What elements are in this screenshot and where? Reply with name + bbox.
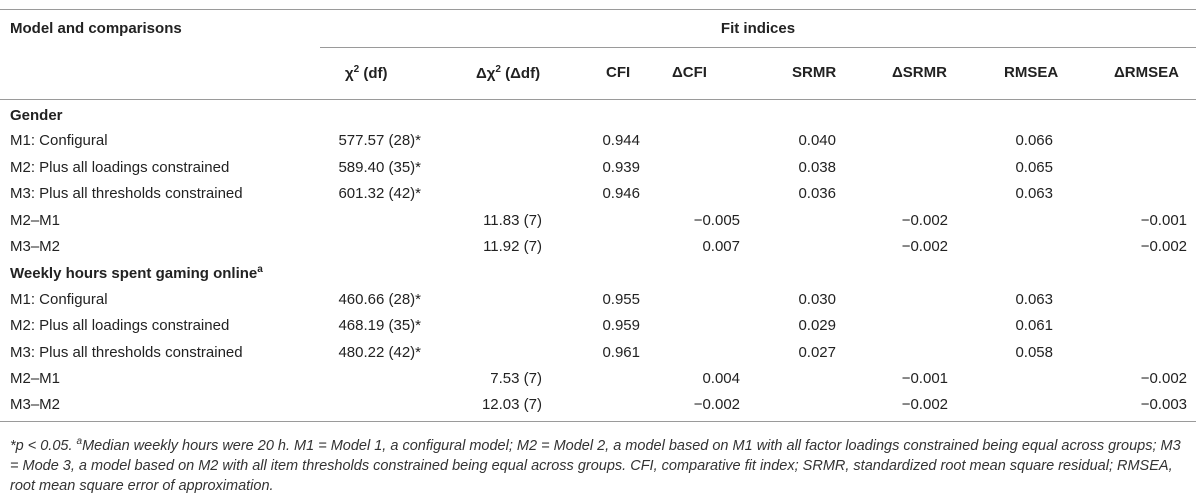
table-bottom-rule <box>0 421 1196 422</box>
table-row: M2–M1 11.83 (7) −0.005 −0.002 −0.001 <box>0 208 1200 234</box>
cell-chi: 577.57 (28)* <box>338 132 421 150</box>
col-header-dsrmr: ΔSRMR <box>892 64 947 81</box>
col-header-srmr: SRMR <box>792 64 837 81</box>
cell-cfi: 0.946 <box>602 185 640 203</box>
cell-srmr: 0.036 <box>798 185 836 203</box>
cell-chi: 480.22 (42)* <box>338 343 421 361</box>
row-label: M3: Plus all thresholds constrained <box>10 185 243 203</box>
cell-dsrmr: −0.002 <box>901 211 948 229</box>
row-label: M3: Plus all thresholds constrained <box>10 343 243 361</box>
row-label: M3–M2 <box>10 396 61 414</box>
table-row: M3: Plus all thresholds constrained 480.2… <box>0 340 1200 366</box>
table-row: M2: Plus all loadings constrained 589.40 … <box>0 155 1200 181</box>
fit-indices-header: Fit indices <box>720 20 796 37</box>
cell-srmr: 0.040 <box>798 132 836 150</box>
model-comparisons-header: Model and comparisons <box>10 20 182 37</box>
cell-drmsea: −0.002 <box>1140 370 1187 387</box>
section-header-row: Gender <box>0 102 1200 128</box>
table-row: M3: Plus all thresholds constrained 601.3… <box>0 181 1200 207</box>
cell-srmr: 0.038 <box>798 158 836 176</box>
cell-dsrmr: −0.001 <box>901 370 948 387</box>
cell-dsrmr: −0.002 <box>901 238 948 255</box>
cell-cfi: 0.944 <box>602 132 640 150</box>
row-label: M2–M1 <box>10 211 61 229</box>
cell-dchi: 7.53 (7) <box>490 370 542 387</box>
cell-srmr: 0.029 <box>798 317 836 335</box>
col-header-chi: χ2 (df) <box>345 64 388 82</box>
table-row: M2: Plus all loadings constrained 468.19 … <box>0 313 1200 339</box>
table-row: M1: Configural 577.57 (28)* 0.944 0.040 0.06… <box>0 128 1200 154</box>
footnote-significance: *p < 0.05. <box>10 437 77 454</box>
section-title-sup: a <box>257 264 263 276</box>
cell-chi: 601.32 (42)* <box>338 185 421 203</box>
cell-drmsea: −0.001 <box>1140 211 1187 229</box>
cell-rmsea: 0.065 <box>1015 158 1053 176</box>
cell-rmsea: 0.061 <box>1015 317 1053 335</box>
footnote-text: Median weekly hours were 20 h. M1 = Mode… <box>10 437 1181 494</box>
cell-rmsea: 0.063 <box>1015 290 1053 308</box>
section-title: Gender <box>10 106 63 124</box>
section-header-row: Weekly hours spent gaming onlinea <box>0 260 1200 286</box>
footnote-marker: a <box>76 436 83 447</box>
col-header-drmsea: ΔRMSEA <box>1114 64 1179 81</box>
cell-rmsea: 0.066 <box>1015 132 1053 150</box>
col-header-dcfi: ΔCFI <box>672 64 707 81</box>
table-row: M3–M2 12.03 (7) −0.002 −0.002 −0.003 <box>0 392 1200 418</box>
col-header-rmsea: RMSEA <box>1004 64 1059 81</box>
table-footnote: *p < 0.05. aMedian weekly hours were 20 … <box>10 432 1190 496</box>
section-title-text: Weekly hours spent gaming online <box>10 265 258 283</box>
cell-srmr: 0.030 <box>798 290 836 308</box>
cell-cfi: 0.939 <box>602 158 640 176</box>
cell-chi: 589.40 (35)* <box>338 158 421 176</box>
cell-dchi: 11.83 (7) <box>483 211 542 229</box>
cell-dcfi: −0.005 <box>693 211 740 229</box>
cell-dcfi: 0.007 <box>702 238 740 255</box>
cell-chi: 460.66 (28)* <box>338 290 421 308</box>
cell-dcfi: −0.002 <box>693 396 740 414</box>
row-label: M2–M1 <box>10 370 61 387</box>
cell-dchi: 12.03 (7) <box>481 396 542 414</box>
cell-dsrmr: −0.002 <box>901 396 948 414</box>
header-bottom-rule <box>0 99 1196 100</box>
cell-drmsea: −0.003 <box>1140 396 1187 414</box>
row-label: M1: Configural <box>10 290 108 308</box>
cell-drmsea: −0.002 <box>1140 238 1187 255</box>
col-header-dchi: Δχ2 (Δdf) <box>476 64 541 82</box>
cell-dchi: 11.92 (7) <box>483 238 542 255</box>
table-row: M3–M2 11.92 (7) 0.007 −0.002 −0.002 <box>0 234 1200 260</box>
table-row: M1: Configural 460.66 (28)* 0.955 0.030 0.06… <box>0 287 1200 313</box>
cell-rmsea: 0.058 <box>1015 343 1053 361</box>
cell-cfi: 0.955 <box>602 290 640 308</box>
row-label: M2: Plus all loadings constrained <box>10 158 230 176</box>
row-label: M1: Configural <box>10 132 108 150</box>
table-top-rule <box>0 9 1196 10</box>
cell-srmr: 0.027 <box>798 343 836 361</box>
section-title-text: Gender <box>10 107 63 124</box>
cell-cfi: 0.959 <box>602 317 640 335</box>
cell-rmsea: 0.063 <box>1015 185 1053 203</box>
row-label: M2: Plus all loadings constrained <box>10 317 230 335</box>
row-label: M3–M2 <box>10 238 61 255</box>
fit-indices-rule <box>320 47 1196 48</box>
cell-dcfi: 0.004 <box>702 370 740 387</box>
cell-chi: 468.19 (35)* <box>338 317 421 335</box>
table-row: M2–M1 7.53 (7) 0.004 −0.001 −0.002 <box>0 366 1200 392</box>
cell-cfi: 0.961 <box>602 343 640 361</box>
col-header-cfi: CFI <box>606 64 631 81</box>
section-title: Weekly hours spent gaming onlinea <box>10 264 263 282</box>
